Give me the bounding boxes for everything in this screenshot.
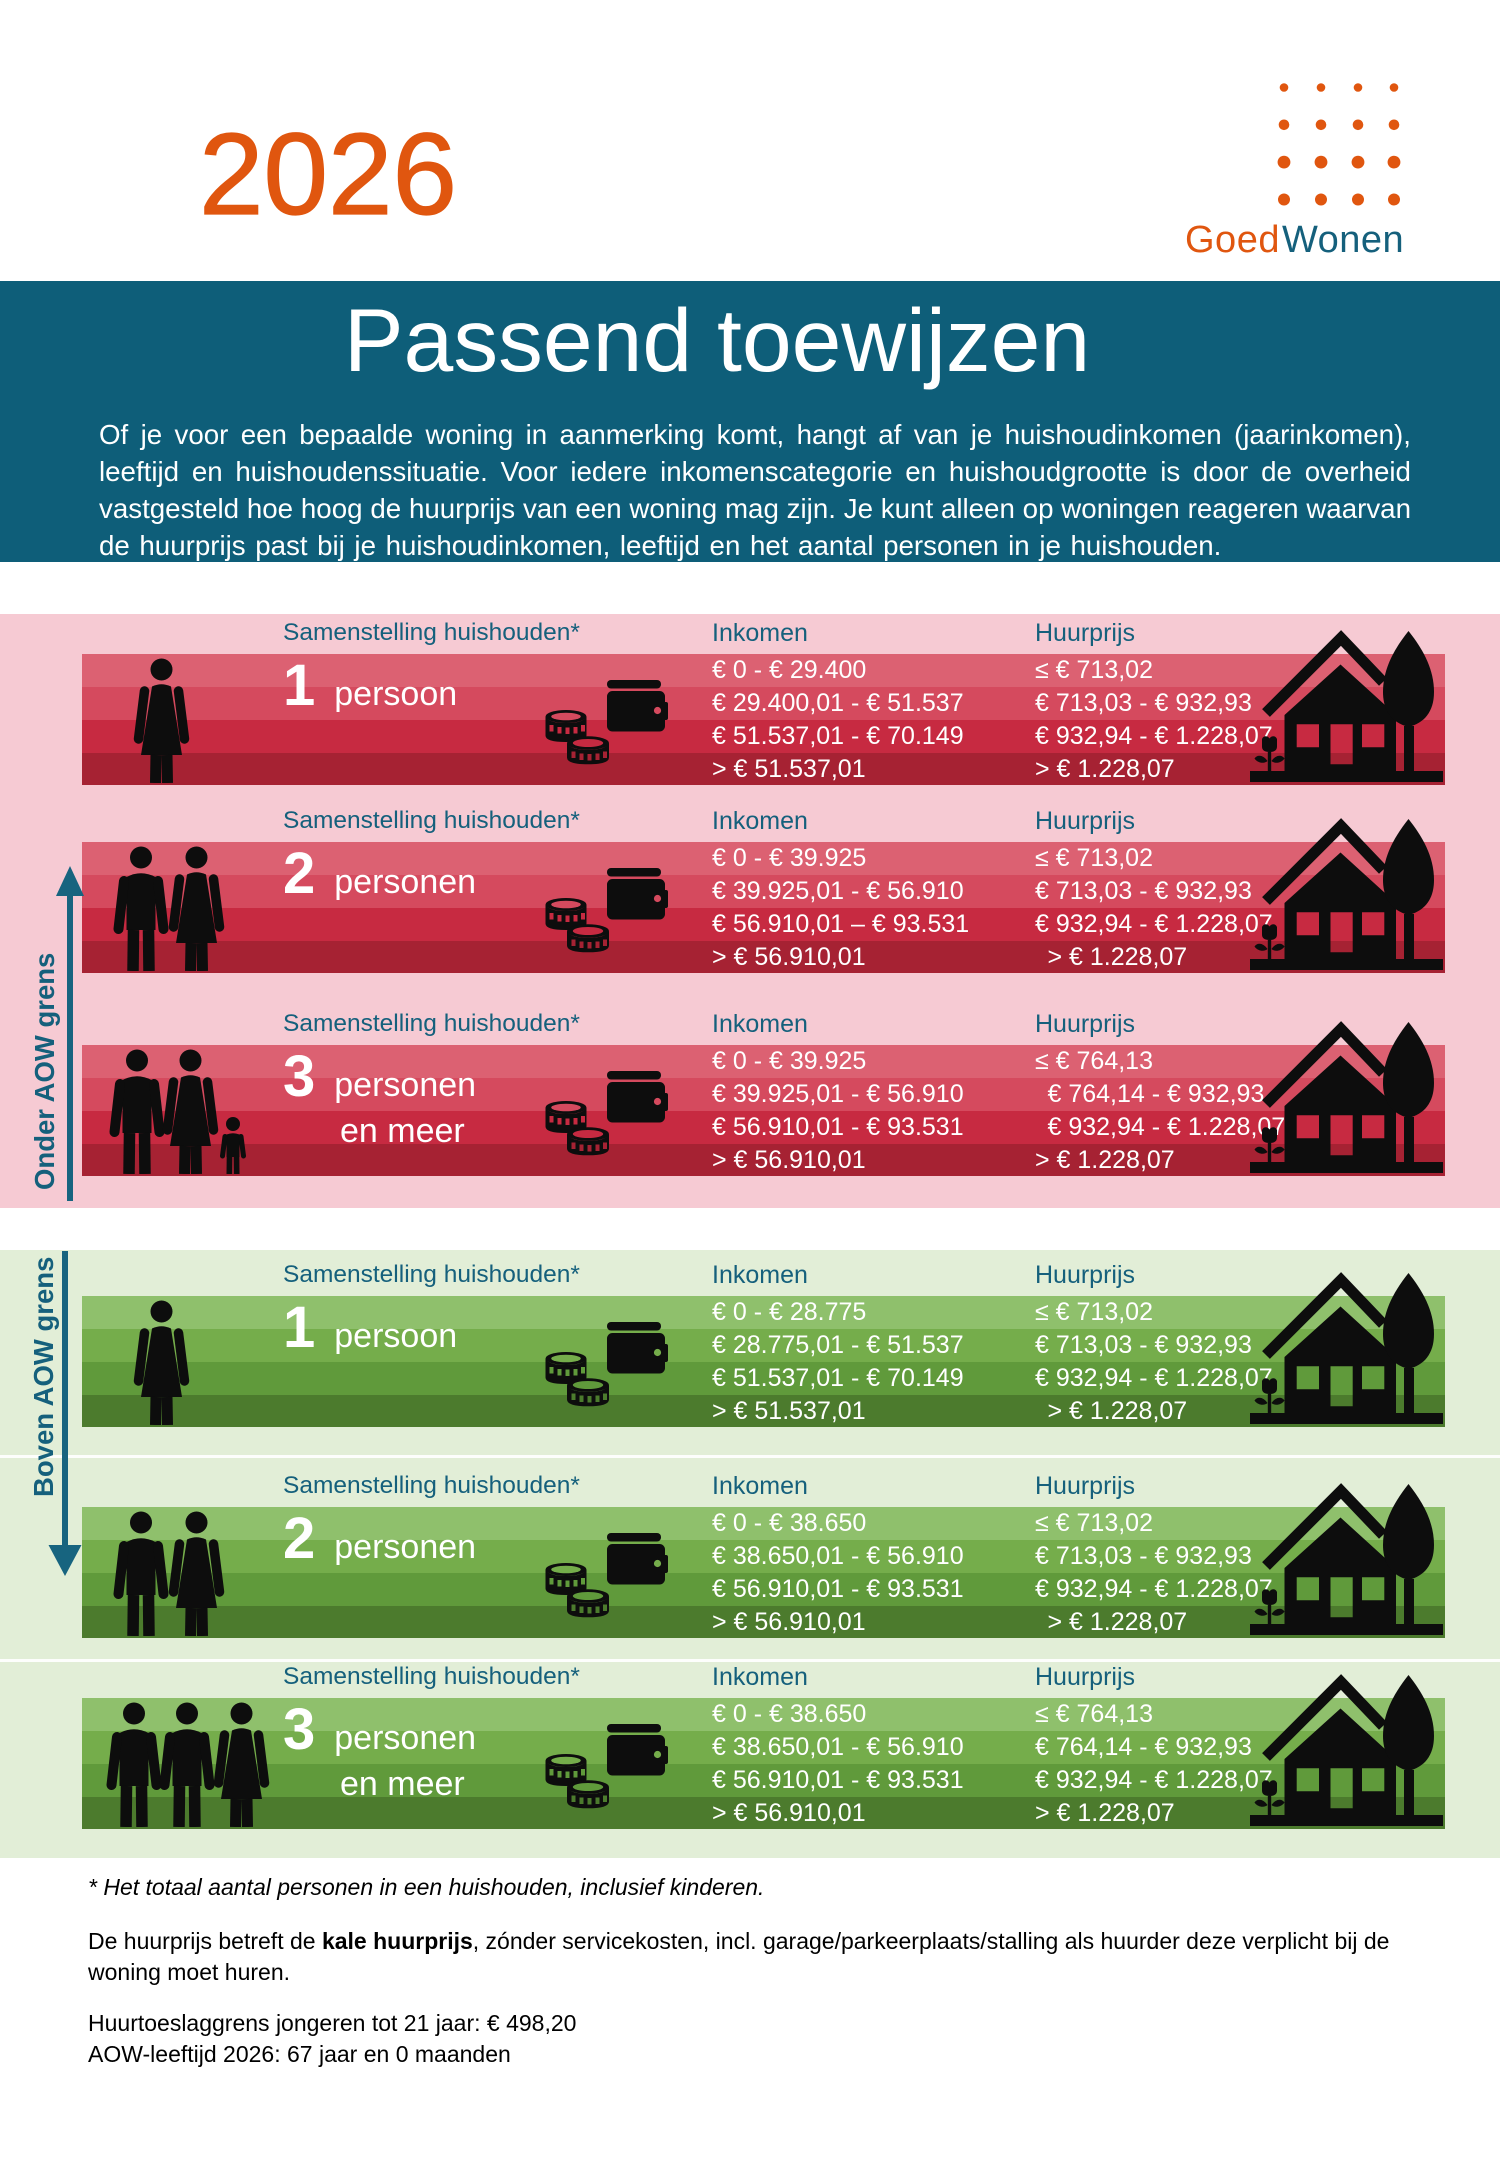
svg-text:Boven AOW grens: Boven AOW grens	[28, 1257, 59, 1497]
svg-text:Onder AOW grens: Onder AOW grens	[29, 953, 60, 1190]
